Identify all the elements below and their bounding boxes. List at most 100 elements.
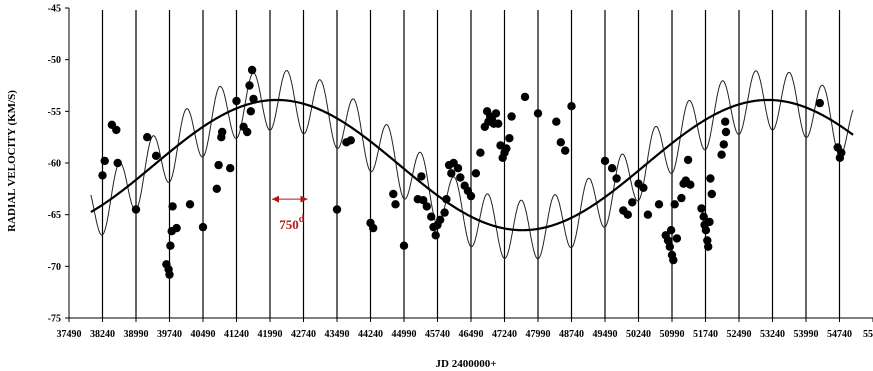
- data-point: [249, 94, 258, 104]
- y-tick-label: -45: [48, 4, 61, 15]
- data-point: [837, 148, 846, 157]
- data-point: [719, 140, 728, 149]
- data-point: [212, 184, 221, 193]
- data-point: [552, 117, 561, 126]
- data-point: [556, 138, 565, 147]
- data-point: [198, 222, 208, 232]
- long-period-fit-curve: [90, 98, 854, 232]
- data-point: [246, 107, 255, 116]
- period-annotation: 750d: [272, 195, 308, 232]
- data-point: [98, 171, 107, 180]
- data-point: [453, 164, 463, 173]
- data-point: [721, 127, 731, 137]
- x-tick-label: 44990: [392, 329, 417, 340]
- x-tick-label: 37490: [57, 329, 82, 340]
- annotation-arrowhead-left: [272, 195, 279, 203]
- data-point: [131, 205, 141, 214]
- data-point: [226, 164, 235, 173]
- data-point: [172, 223, 181, 233]
- x-tick-label: 38240: [90, 329, 115, 340]
- data-point: [665, 242, 674, 251]
- data-point: [505, 134, 514, 143]
- data-point: [721, 117, 730, 126]
- data-point: [815, 98, 824, 108]
- data-point: [670, 200, 679, 209]
- x-tick-label: 5549: [863, 329, 873, 340]
- x-tick-label: 42740: [291, 329, 316, 340]
- y-tick-label: -70: [48, 262, 61, 273]
- data-point: [332, 205, 342, 214]
- data-point: [456, 173, 465, 182]
- x-tick-label: 53990: [794, 329, 819, 340]
- data-point: [507, 112, 516, 121]
- data-point: [442, 195, 451, 204]
- data-point: [669, 255, 678, 265]
- data-point: [476, 148, 485, 157]
- x-tick-label: 47990: [526, 329, 551, 340]
- x-tick-label: 43490: [325, 329, 350, 340]
- data-point: [427, 212, 436, 221]
- data-point: [113, 158, 122, 168]
- x-axis-ticks: 37490 38240 38990 39740 40490 41240 41990 42740…: [57, 318, 873, 340]
- data-point: [567, 102, 576, 111]
- x-tick-label: 40490: [191, 329, 216, 340]
- short-period-model-curve: [90, 69, 854, 260]
- x-tick-label: 38990: [124, 329, 149, 340]
- data-point: [703, 236, 712, 245]
- data-point: [431, 231, 440, 240]
- data-point: [686, 180, 695, 189]
- data-point: [666, 226, 676, 235]
- data-point: [389, 189, 398, 199]
- data-point: [612, 174, 621, 183]
- period-marker-lines: [101, 10, 841, 318]
- data-point: [346, 136, 355, 145]
- x-tick-label: 50240: [626, 329, 651, 340]
- data-point: [436, 215, 445, 224]
- x-tick-label: 53240: [760, 329, 785, 340]
- annotation-superscript: d: [299, 214, 305, 225]
- x-tick-label: 48740: [559, 329, 584, 340]
- data-point: [100, 156, 109, 166]
- x-tick-label: 39740: [157, 329, 182, 340]
- x-tick-label: 41990: [258, 329, 283, 340]
- x-tick-label: 46490: [459, 329, 484, 340]
- data-point: [704, 242, 713, 251]
- x-tick-label: 50990: [660, 329, 685, 340]
- data-point: [440, 208, 449, 217]
- data-point: [683, 155, 693, 165]
- y-tick-label: -55: [48, 107, 61, 118]
- annotation-arrowhead-right: [300, 195, 308, 203]
- data-point: [218, 127, 227, 137]
- data-point: [247, 65, 257, 75]
- data-point: [151, 151, 161, 160]
- y-axis-title: RADIAL VELOCITY (KM/S): [6, 90, 18, 232]
- x-axis-title: JD 2400000+: [436, 358, 497, 370]
- x-tick-label: 47240: [492, 329, 517, 340]
- data-point: [561, 146, 570, 155]
- x-tick-label: 52490: [727, 329, 752, 340]
- data-point: [706, 174, 715, 183]
- data-point: [232, 96, 241, 106]
- y-tick-label: -75: [48, 314, 61, 325]
- data-point: [697, 204, 706, 213]
- data-point: [214, 160, 223, 170]
- data-point: [112, 125, 121, 135]
- data-point: [369, 223, 378, 233]
- annotation-label: 750d: [279, 214, 305, 232]
- x-tick-label: 41240: [224, 329, 249, 340]
- x-tick-label: 49490: [593, 329, 618, 340]
- data-point: [502, 144, 511, 153]
- data-point: [391, 200, 400, 209]
- data-point: [494, 119, 503, 128]
- data-point: [245, 81, 254, 90]
- data-point: [643, 210, 653, 219]
- y-axis-ticks: -75 -70 -65 -60 -55 -50 -45: [48, 4, 69, 325]
- data-point: [639, 183, 648, 192]
- x-tick-label: 51740: [693, 329, 718, 340]
- data-point: [623, 210, 632, 219]
- data-point: [168, 202, 177, 211]
- data-point: [471, 169, 481, 178]
- data-point: [705, 217, 714, 227]
